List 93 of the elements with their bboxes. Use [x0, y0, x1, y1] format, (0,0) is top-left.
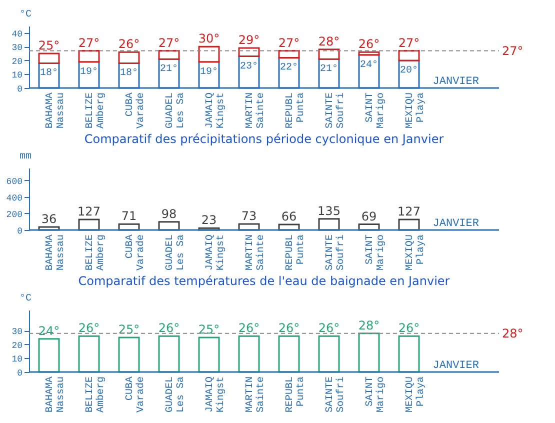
- y-axis-title: °C: [19, 294, 32, 304]
- y-tick-label: 10: [12, 70, 22, 81]
- total-label: 27°: [78, 36, 100, 50]
- x-tick-label: BAHAMA Nassau: [45, 234, 67, 271]
- annotation: JANVIER: [432, 360, 480, 372]
- y-tick-label: 30: [12, 327, 22, 338]
- x-tick-label: MEXIQU Playa: [405, 234, 427, 271]
- data-label: 26°: [238, 321, 260, 336]
- y-tick-label: 0: [17, 84, 22, 94]
- total-label: 26°: [118, 37, 140, 52]
- y-axis-title: °C: [19, 10, 32, 20]
- chart-title: Comparatif des précipitations période cyclonique en Janvier: [84, 132, 444, 146]
- data-label: 18°: [40, 68, 58, 80]
- y-tick-label: 20: [12, 340, 22, 351]
- x-tick-label: CUBA Varade: [125, 376, 147, 413]
- data-label: 26°: [398, 321, 420, 336]
- x-tick-label: BAHAMA Nassau: [45, 92, 67, 129]
- x-tick-label: MEXIQU Playa: [405, 376, 427, 413]
- total-label: 29°: [238, 33, 260, 48]
- total-label: 28°: [318, 34, 340, 48]
- data-label: 21°: [320, 64, 338, 76]
- data-label: 19°: [200, 66, 218, 78]
- ref-line-label: 28°: [502, 326, 524, 340]
- data-label: 25°: [198, 322, 220, 337]
- y-tick-label: 200: [6, 210, 22, 220]
- y-tick-label: 0: [17, 368, 22, 378]
- y-axis-title: mm: [19, 152, 32, 162]
- x-tick-label: REPUBL Punta: [285, 92, 307, 129]
- data-label: 18°: [120, 68, 138, 80]
- x-tick-label: SAINTE Soufri: [325, 92, 347, 129]
- data-label: 36: [41, 212, 57, 226]
- x-tick-label: REPUBL Punta: [285, 376, 307, 413]
- y-tick-label: 0: [17, 226, 22, 236]
- data-label: 23°: [240, 61, 258, 72]
- x-tick-label: REPUBL Punta: [285, 234, 307, 271]
- data-label: 19°: [80, 66, 98, 78]
- data-label: 28°: [358, 318, 380, 332]
- x-tick-label: GUADEL Les Sa: [165, 92, 187, 129]
- data-label: 26°: [158, 321, 180, 336]
- x-tick-label: BELIZE Amberg: [85, 234, 107, 271]
- x-tick-label: GUADEL Les Sa: [165, 376, 187, 413]
- data-label: 73: [241, 208, 257, 223]
- y-tick-label: 40: [12, 29, 22, 40]
- data-label: 127: [78, 204, 100, 218]
- x-tick-label: MARTIN Sainte: [245, 234, 267, 271]
- data-label: 71: [121, 209, 137, 224]
- y-tick-label: 600: [6, 176, 22, 187]
- data-label: 69: [361, 209, 377, 224]
- bar: [318, 218, 340, 231]
- total-label: 27°: [158, 36, 180, 50]
- x-tick-label: CUBA Varade: [125, 234, 147, 271]
- data-label: 26°: [278, 321, 300, 336]
- annotation: JANVIER: [432, 218, 480, 230]
- total-label: 27°: [278, 36, 300, 50]
- x-tick-label: SAINT Marigo: [365, 234, 387, 271]
- x-tick-label: CUBA Varade: [125, 92, 147, 129]
- data-label: 135: [318, 204, 340, 218]
- x-tick-label: MARTIN Sainte: [245, 376, 267, 413]
- data-label: 21°: [160, 64, 178, 76]
- data-label: 26°: [78, 321, 100, 336]
- y-tick-label: 400: [6, 193, 22, 204]
- total-label: 26°: [358, 37, 380, 52]
- x-tick-label: SAINTE Soufri: [325, 376, 347, 413]
- data-label: 98: [161, 206, 177, 221]
- data-label: 23: [201, 213, 217, 228]
- x-tick-label: MARTIN Sainte: [245, 92, 267, 129]
- x-tick-label: JAMAIQ Kingst: [205, 234, 227, 271]
- total-label: 27°: [398, 36, 420, 50]
- ref-line-label: 27°: [502, 44, 524, 58]
- x-tick-label: BAHAMA Nassau: [45, 376, 67, 413]
- x-tick-label: SAINT Marigo: [365, 376, 387, 413]
- x-tick-label: JAMAIQ Kingst: [205, 376, 227, 413]
- data-label: 20°: [400, 65, 418, 76]
- annotation: JANVIER: [432, 76, 480, 88]
- total-label: 30°: [198, 32, 220, 46]
- total-label: 25°: [38, 38, 60, 53]
- x-tick-label: MEXIQU Playa: [405, 92, 427, 129]
- x-tick-label: SAINT Marigo: [365, 92, 387, 129]
- x-tick-label: GUADEL Les Sa: [165, 234, 187, 271]
- y-tick-label: 10: [12, 354, 22, 365]
- chart-title: Comparatif des températures de l'eau de baignade en Janvier: [78, 274, 450, 288]
- y-tick-label: 20: [12, 56, 22, 67]
- x-tick-label: JAMAIQ Kingst: [205, 92, 227, 129]
- data-label: 24°: [38, 324, 60, 338]
- x-tick-label: BELIZE Amberg: [85, 376, 107, 413]
- x-tick-label: SAINTE Soufri: [325, 234, 347, 271]
- data-label: 24°: [360, 60, 378, 71]
- x-tick-label: BELIZE Amberg: [85, 92, 107, 129]
- data-label: 22°: [280, 62, 298, 74]
- data-label: 26°: [318, 321, 340, 336]
- y-tick-label: 30: [12, 43, 22, 54]
- data-label: 127: [398, 204, 420, 218]
- data-label: 66: [281, 210, 297, 224]
